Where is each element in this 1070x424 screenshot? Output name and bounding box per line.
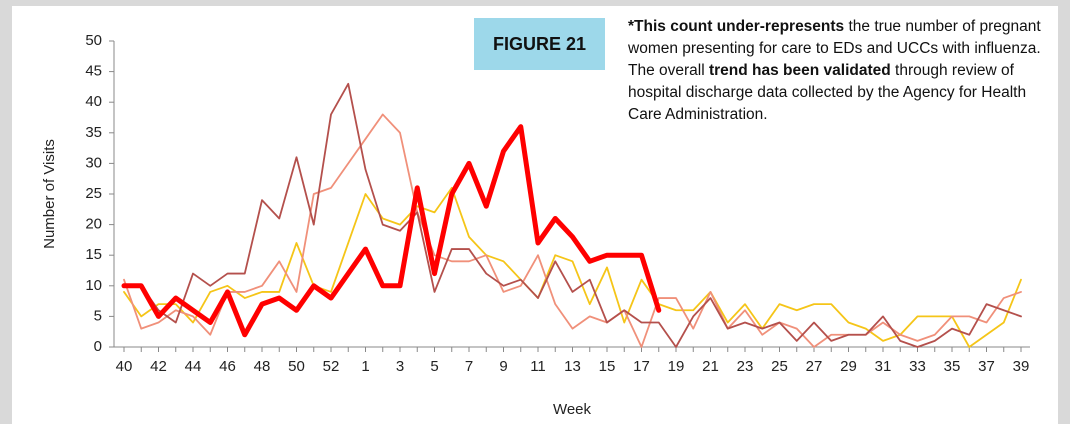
x-tick-label: 15	[599, 358, 616, 375]
annotation-text: through review of hospital discharge dat…	[628, 62, 1027, 123]
x-tick-label: 29	[840, 358, 857, 375]
x-tick-label: 46	[219, 358, 236, 375]
x-tick-label: 44	[185, 358, 202, 375]
y-tick-label: 20	[85, 216, 102, 233]
x-tick-label: 39	[1013, 358, 1030, 375]
y-tick-label: 0	[94, 338, 102, 355]
annotation-text: trend has been validated	[708, 62, 891, 79]
y-axis-title: Number of Visits	[41, 139, 58, 249]
x-tick-label: 52	[323, 358, 340, 375]
x-tick-label: 40	[116, 358, 133, 375]
x-tick-label: 13	[564, 358, 581, 375]
x-tick-label: 25	[771, 358, 788, 375]
annotation: *This count under-represents the true nu…	[628, 16, 1053, 126]
x-tick-label: 27	[806, 358, 823, 375]
x-tick-label: 37	[978, 358, 995, 375]
annotation-text: *This count under-represents	[628, 18, 845, 35]
x-tick-label: 3	[396, 358, 404, 375]
x-tick-label: 31	[875, 358, 892, 375]
x-tick-label: 23	[737, 358, 754, 375]
x-tick-label: 21	[702, 358, 719, 375]
x-tick-label: 9	[499, 358, 507, 375]
x-tick-label: 33	[909, 358, 926, 375]
x-tick-label: 35	[944, 358, 961, 375]
y-tick-label: 45	[85, 63, 102, 80]
x-tick-label: 7	[465, 358, 473, 375]
y-tick-label: 30	[85, 154, 102, 171]
y-tick-label: 15	[85, 246, 102, 263]
x-tick-label: 42	[150, 358, 167, 375]
x-axis-title: Week	[553, 401, 592, 418]
x-tick-label: 11	[530, 358, 546, 375]
series-line	[123, 82, 1022, 348]
x-tick-label: 48	[254, 358, 271, 375]
series-line	[123, 113, 1022, 348]
figure-label: FIGURE 21	[474, 18, 605, 70]
x-tick-label: 19	[668, 358, 685, 375]
x-tick-label: 17	[633, 358, 650, 375]
x-tick-label: 5	[430, 358, 438, 375]
y-tick-label: 40	[85, 93, 102, 110]
annotation-text: the true number of pregnant women presen…	[628, 18, 1041, 79]
y-tick-label: 10	[85, 277, 102, 294]
y-tick-label: 35	[85, 124, 102, 141]
y-tick-label: 50	[85, 32, 102, 49]
y-tick-label: 25	[85, 185, 102, 202]
x-tick-label: 1	[361, 358, 369, 375]
series-line	[123, 186, 1022, 348]
series-line	[121, 124, 662, 338]
x-tick-label: 50	[288, 358, 305, 375]
y-tick-label: 5	[94, 307, 102, 324]
